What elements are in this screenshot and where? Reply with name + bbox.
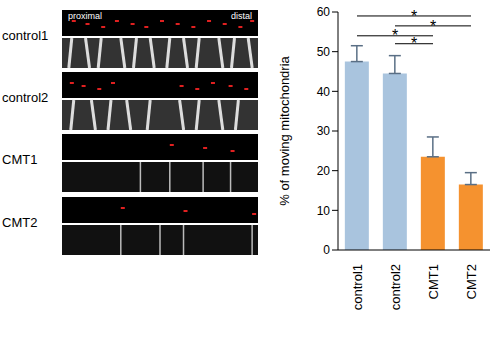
svg-text:40: 40 [317, 85, 331, 99]
svg-text:50: 50 [317, 45, 331, 59]
svg-text:20: 20 [317, 164, 331, 178]
svg-text:proximal: proximal [68, 11, 102, 21]
svg-text:control1: control1 [350, 264, 365, 310]
svg-text:*: * [430, 18, 436, 35]
svg-text:*: * [392, 27, 398, 44]
svg-text:% of moving mitochondria: % of moving mitochondria [278, 55, 292, 205]
svg-text:control2: control2 [8, 90, 48, 105]
svg-text:60: 60 [317, 5, 331, 19]
svg-text:*: * [411, 8, 417, 25]
svg-text:CMT2: CMT2 [464, 264, 479, 299]
svg-text:30: 30 [317, 124, 331, 138]
svg-text:CMT1: CMT1 [8, 152, 37, 167]
svg-text:control2: control2 [388, 264, 403, 310]
svg-text:control1: control1 [8, 28, 48, 43]
svg-text:10: 10 [317, 204, 331, 218]
svg-text:CMT2: CMT2 [8, 215, 37, 230]
svg-text:CMT1: CMT1 [426, 264, 441, 299]
svg-text:0: 0 [323, 243, 330, 257]
svg-text:distal: distal [231, 11, 252, 21]
svg-text:*: * [411, 35, 417, 52]
